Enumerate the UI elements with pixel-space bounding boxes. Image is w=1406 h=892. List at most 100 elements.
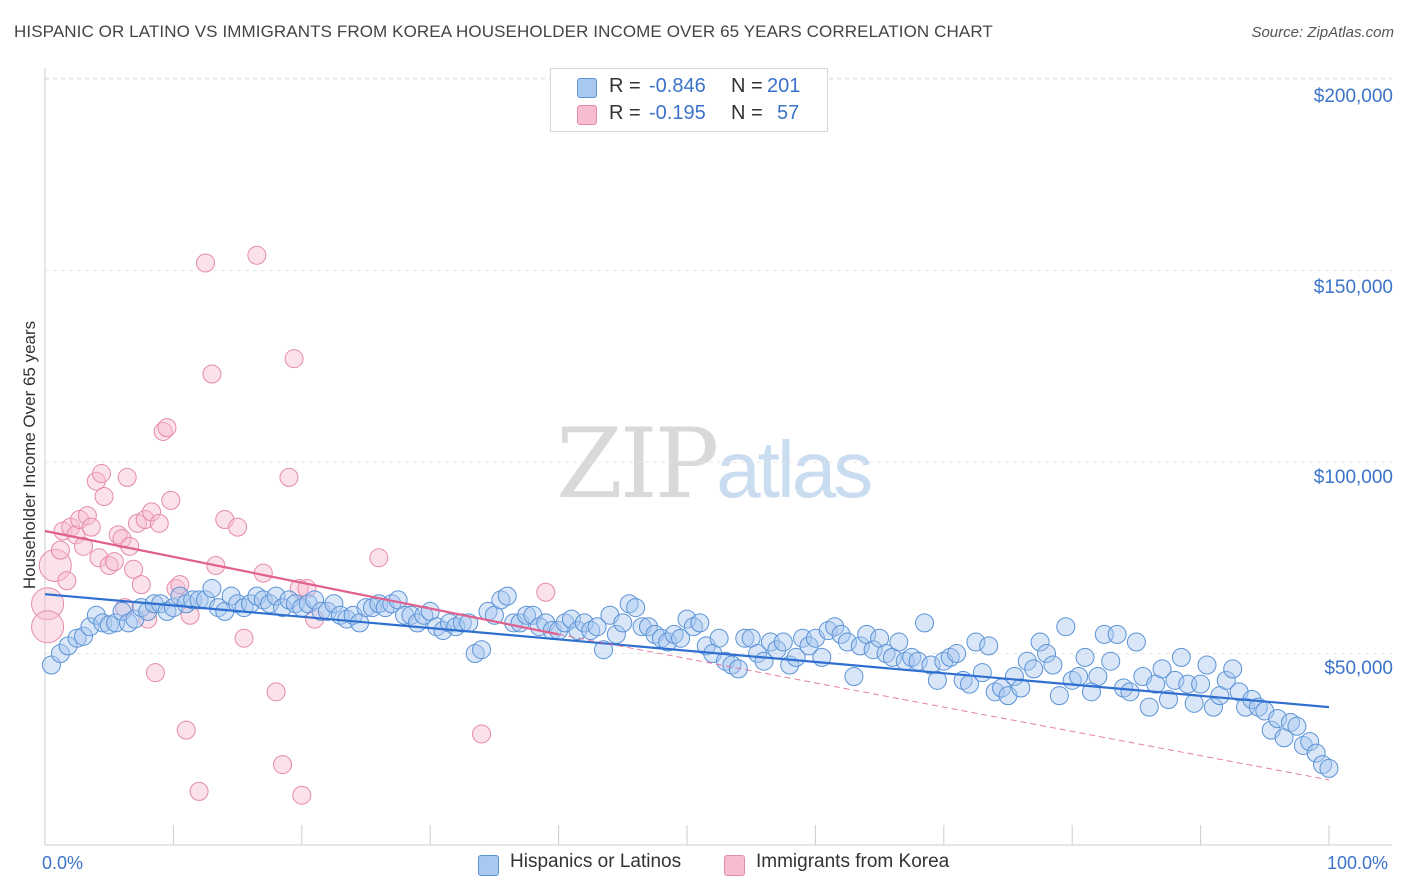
hispanic-point — [1043, 655, 1063, 675]
hispanic-point — [86, 605, 106, 625]
hispanic-point — [1011, 678, 1031, 698]
hispanic-point — [356, 598, 376, 618]
hispanic-point — [1056, 617, 1076, 637]
hispanic-point — [1191, 674, 1211, 694]
korea-point — [104, 552, 124, 572]
korea-point — [369, 548, 389, 568]
hispanic-point — [1171, 647, 1191, 667]
hispanic-point — [1184, 693, 1204, 713]
trend-lines — [44, 529, 1330, 781]
x-axis-max-label: 100.0% — [1327, 853, 1389, 873]
korea-point — [77, 506, 97, 526]
korea-point — [279, 467, 299, 487]
korea-trend-line — [44, 529, 559, 636]
hispanic-point — [671, 628, 691, 648]
korea-point — [189, 781, 209, 801]
hispanic-point — [266, 586, 286, 606]
hispanic-point — [927, 670, 947, 690]
hispanic-point — [324, 594, 344, 614]
hispanic-point — [221, 586, 241, 606]
hispanic-point — [260, 594, 280, 614]
hispanic-point — [1017, 651, 1037, 671]
korea-point — [266, 682, 286, 702]
korea-point — [202, 364, 222, 384]
korea-point — [149, 513, 169, 533]
korea-point — [228, 517, 248, 537]
korea-point — [247, 245, 267, 265]
hispanic-point — [1287, 716, 1307, 736]
korea-point — [112, 529, 132, 549]
korea-point — [273, 755, 293, 775]
hispanic-point — [574, 613, 594, 633]
x-axis-min-label: 0.0% — [42, 853, 84, 873]
korea-point — [472, 724, 492, 744]
hispanic-point — [587, 617, 607, 637]
korea-point — [176, 720, 196, 740]
hispanic-point — [735, 628, 755, 648]
hispanic-point — [915, 613, 935, 633]
hispanic-point — [561, 609, 581, 629]
hispanic-point — [838, 632, 857, 652]
hispanic-point — [99, 615, 119, 635]
korea-point — [157, 418, 177, 438]
legend-r-label: R = — [609, 102, 641, 124]
hispanic-point — [1152, 659, 1172, 679]
y-tick-100000: $100,000 — [1313, 467, 1393, 488]
korea-point — [57, 571, 77, 591]
hispanic-point — [972, 663, 992, 683]
hispanic-point — [517, 605, 536, 625]
hispanic-point — [1300, 732, 1320, 752]
korea-point — [91, 464, 111, 484]
hispanic-point — [317, 601, 337, 621]
hispanic-point — [273, 598, 293, 618]
hispanic-point — [863, 640, 883, 660]
hispanic-point — [472, 640, 492, 660]
hispanic-point — [497, 586, 517, 606]
correlation-legend: R = -0.846 N = 201 R = -0.195 N = 57 — [550, 68, 828, 132]
hispanic-point — [202, 578, 222, 598]
hispanic-point — [1030, 632, 1050, 652]
hispanic-point — [1049, 686, 1069, 706]
korea-point — [50, 540, 70, 560]
legend-r-value: -0.195 — [649, 102, 706, 124]
korea-point — [99, 555, 119, 575]
hispanic-point — [1319, 758, 1339, 778]
korea-point — [170, 575, 190, 595]
hispanic-point — [947, 644, 967, 664]
axes — [44, 68, 1392, 846]
series-hispanics-or-latinos — [41, 578, 1339, 778]
hispanic-point — [850, 636, 870, 656]
hispanic-point — [677, 609, 697, 629]
hispanic-point — [1216, 670, 1236, 690]
legend-n-value: 57 — [777, 102, 800, 124]
hispanic-point — [966, 632, 986, 652]
watermark: ZIPatlas — [556, 408, 873, 520]
bottom-legend-label: Hispanics or Latinos — [510, 851, 682, 872]
korea-point — [135, 510, 155, 530]
hispanic-point — [163, 598, 183, 618]
korea-point — [94, 487, 114, 507]
hispanic-point — [1197, 655, 1217, 675]
korea-trend-extension — [558, 633, 1330, 781]
korea-point — [131, 575, 151, 595]
y-tick-200000: $200,000 — [1313, 86, 1393, 107]
bottom-legend-swatch-blue — [478, 855, 499, 876]
korea-point — [161, 490, 181, 510]
hispanic-point — [1223, 659, 1243, 679]
hispanic-point — [1126, 632, 1146, 652]
korea-point — [89, 548, 109, 568]
y-tick-50000: $50,000 — [1324, 658, 1393, 679]
hispanic-point — [831, 624, 851, 644]
hispanic-point — [594, 640, 614, 660]
korea-point — [74, 536, 94, 556]
legend-r-label: R = — [609, 75, 641, 97]
hispanic-point — [786, 647, 806, 667]
hispanic-point — [1037, 644, 1057, 664]
hispanic-point — [1075, 647, 1095, 667]
hispanic-point — [825, 617, 845, 637]
hispanic-point — [658, 632, 678, 652]
hispanic-point — [1139, 697, 1159, 717]
korea-point — [142, 502, 162, 522]
watermark-atlas: atlas — [716, 425, 873, 514]
watermark-zip: ZIP — [556, 408, 719, 520]
